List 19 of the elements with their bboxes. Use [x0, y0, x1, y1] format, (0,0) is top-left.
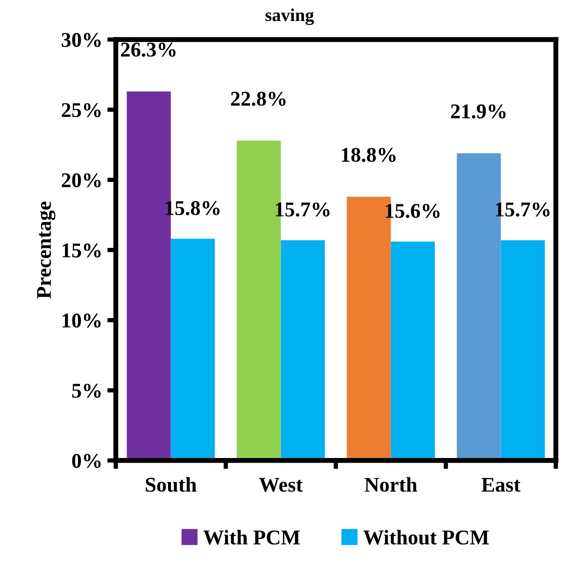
y-tick-label: 30%	[62, 32, 101, 48]
y-tick-label: 5%	[72, 384, 101, 398]
y-axis-title: Precentage	[37, 202, 56, 299]
data-label: 22.8%	[231, 92, 286, 106]
y-tick-label: 15%	[62, 243, 101, 258]
x-tick-label: East	[482, 478, 520, 492]
data-label: 21.9%	[451, 104, 506, 119]
y-tick-label: 0%	[72, 454, 101, 468]
x-tick-label: South	[146, 477, 197, 492]
y-tick-label: 20%	[62, 173, 101, 188]
y-tick-label: 25%	[62, 103, 101, 118]
x-tick-label: West	[259, 478, 303, 492]
data-label: 26.3%	[121, 42, 176, 57]
legend-label: Without PCM	[363, 530, 489, 545]
data-label: 18.8%	[342, 148, 396, 162]
y-tick-label: 10%	[62, 314, 101, 328]
x-tick-label: North	[364, 477, 418, 492]
chart-title: saving	[265, 8, 314, 25]
legend-label: With PCM	[203, 530, 300, 545]
